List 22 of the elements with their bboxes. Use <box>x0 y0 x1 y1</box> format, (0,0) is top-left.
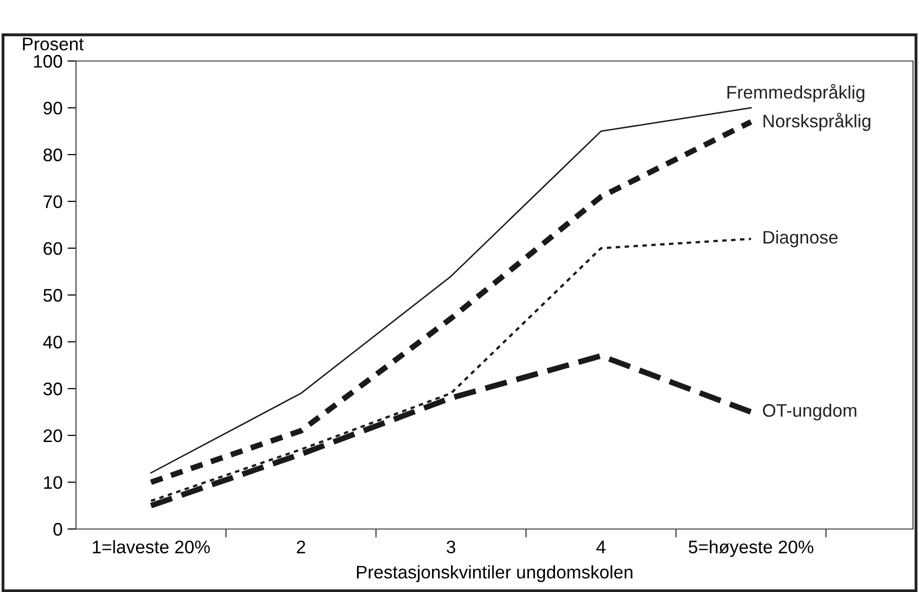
y-tick-label: 100 <box>34 54 62 68</box>
x-tick-label: 4 <box>596 540 606 554</box>
y-tick-label: 40 <box>43 336 62 349</box>
y-tick-label: 50 <box>43 288 62 302</box>
y-tick-label: 60 <box>44 242 62 255</box>
series-label: Diagnose <box>764 230 838 248</box>
series-label: Fremmedspråklig <box>727 84 864 102</box>
y-tick-label: 80 <box>44 148 62 162</box>
y-tick-label: 90 <box>44 102 62 115</box>
y-tick-label: 20 <box>44 429 62 442</box>
y-tick-label: 10 <box>44 476 62 489</box>
x-tick-label: 3 <box>446 540 456 554</box>
x-tick-label: 1=laveste 20% <box>92 540 210 554</box>
x-tick-label: 5=høyeste 20% <box>688 540 814 557</box>
y-tick-label: 70 <box>44 195 62 208</box>
x-tick-label: 2 <box>296 540 306 554</box>
series-label: OT-ungdom <box>762 404 856 420</box>
x-axis-title: Prestasjonskvintiler ungdomskolen <box>356 565 632 582</box>
y-tick-label: 30 <box>43 382 62 396</box>
y-tick-label: 0 <box>53 522 62 536</box>
y-axis-title: Prosent <box>23 38 84 50</box>
series-label: Norskspråklig <box>764 112 870 131</box>
